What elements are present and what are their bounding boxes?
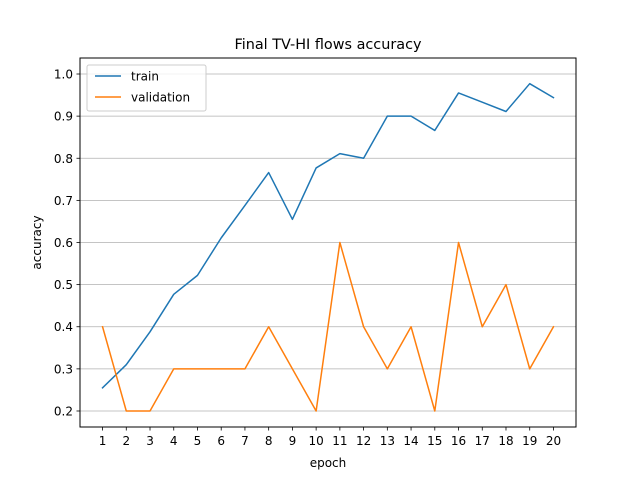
x-tick-label: 11 xyxy=(332,434,347,448)
y-tick-label: 1.0 xyxy=(54,68,73,82)
y-tick-label: 0.9 xyxy=(54,110,73,124)
y-tick-label: 0.4 xyxy=(54,320,73,334)
x-tick-label: 10 xyxy=(308,434,323,448)
x-tick-label: 4 xyxy=(170,434,178,448)
x-tick-label: 7 xyxy=(241,434,249,448)
y-tick-label: 0.6 xyxy=(54,236,73,250)
legend-label-train: train xyxy=(131,70,159,84)
y-tick-label: 0.8 xyxy=(54,152,73,166)
legend: train validation xyxy=(86,64,207,112)
x-tick-label: 8 xyxy=(265,434,273,448)
legend-label-validation: validation xyxy=(131,91,190,105)
x-tick-label: 15 xyxy=(427,434,442,448)
x-tick-label: 1 xyxy=(99,434,107,448)
x-tick-label: 16 xyxy=(451,434,466,448)
series-line-validation xyxy=(101,241,555,412)
series-lines xyxy=(101,82,555,412)
y-axis-label: accuracy xyxy=(30,215,44,269)
x-tick-label: 19 xyxy=(522,434,537,448)
x-tick-label: 13 xyxy=(380,434,395,448)
series-line-train xyxy=(101,82,555,389)
x-tick-label: 12 xyxy=(356,434,371,448)
y-tick-label: 0.5 xyxy=(54,278,73,292)
chart-title: Final TV-HI flows accuracy xyxy=(235,37,422,53)
x-tick-label: 6 xyxy=(217,434,225,448)
x-tick-label: 14 xyxy=(403,434,418,448)
y-axis: 0.2 0.3 0.4 0.5 0.6 0.7 0.8 0.9 1.0 xyxy=(54,68,80,418)
x-tick-label: 20 xyxy=(546,434,561,448)
y-tick-label: 0.3 xyxy=(54,362,73,376)
y-tick-label: 0.7 xyxy=(54,194,73,208)
x-tick-label: 9 xyxy=(289,434,297,448)
y-tick-label: 0.2 xyxy=(54,404,73,418)
x-tick-label: 2 xyxy=(122,434,130,448)
x-axis: 1 2 3 4 5 6 7 8 9 10 11 12 13 14 15 16 17 18 19 20 xyxy=(99,427,561,448)
x-tick-label: 17 xyxy=(475,434,490,448)
x-axis-label: epoch xyxy=(310,456,347,470)
x-tick-label: 3 xyxy=(146,434,154,448)
x-tick-label: 5 xyxy=(194,434,202,448)
x-tick-label: 18 xyxy=(498,434,513,448)
